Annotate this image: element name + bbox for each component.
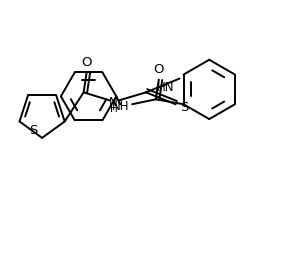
Text: S: S [181,100,189,113]
Text: O: O [81,55,92,68]
Text: N: N [108,96,117,108]
Text: O: O [154,62,164,75]
Text: NH: NH [112,99,129,112]
Text: H: H [110,104,117,114]
Text: S: S [29,123,37,136]
Text: HN: HN [157,80,175,93]
